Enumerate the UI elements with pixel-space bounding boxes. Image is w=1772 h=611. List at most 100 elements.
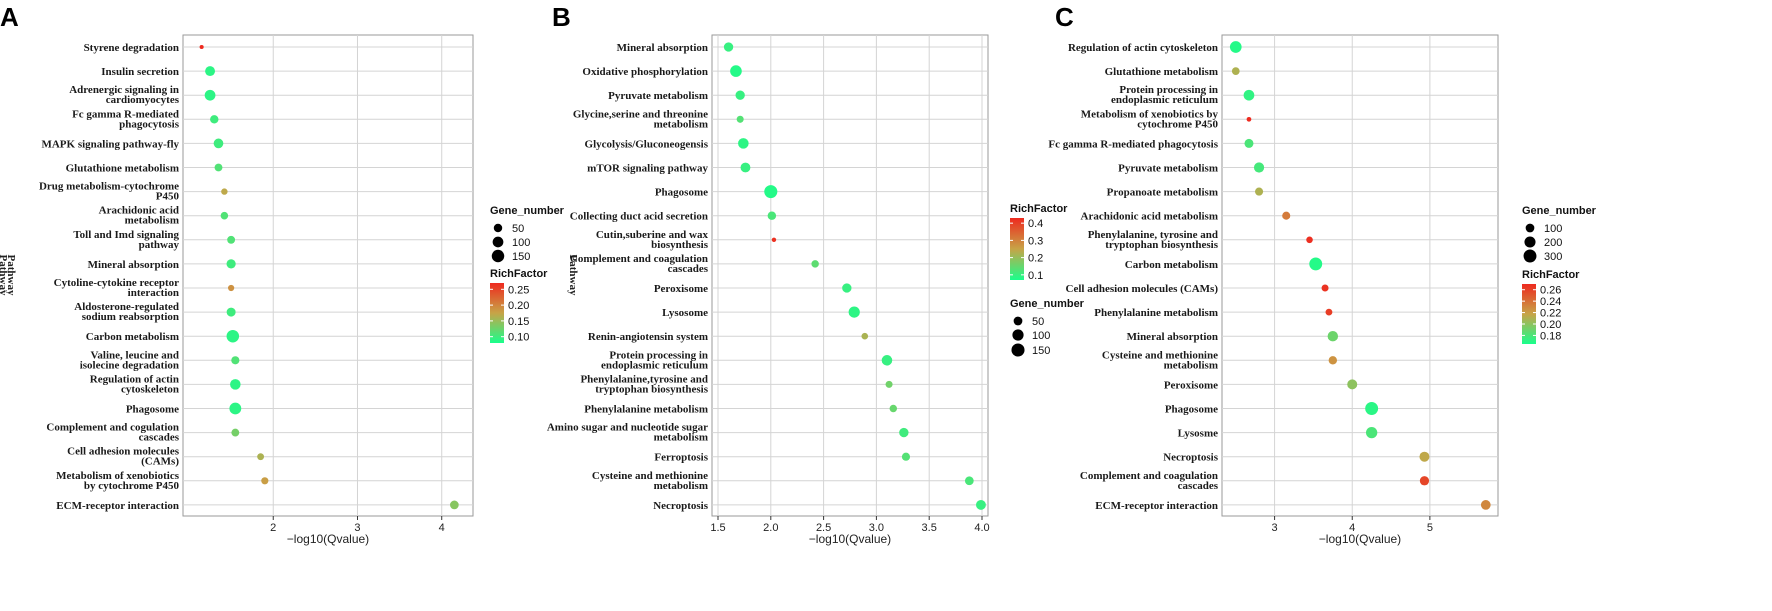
data-point [1231, 67, 1240, 75]
pathway-label: Arachidonic acid metabolism [99, 205, 179, 227]
x-axis-title: −log10(Qvalue) [1319, 532, 1401, 546]
colorbar [1010, 218, 1024, 280]
size-legend-swatch [1523, 249, 1537, 263]
data-point [1480, 500, 1491, 510]
pathway-label: Glutathione metabolism [1105, 66, 1218, 78]
x-tick-label: 2.0 [763, 522, 778, 534]
data-point [220, 211, 229, 220]
plot-area [182, 34, 474, 517]
data-point [261, 477, 269, 485]
data-point [231, 428, 240, 437]
pathway-label: Complement and coagulation cascades [1080, 470, 1219, 492]
colorbar [490, 283, 504, 343]
data-point [771, 237, 777, 243]
data-point [1229, 41, 1242, 53]
pathway-label: Cysteine and methionine metabolism [1102, 349, 1218, 371]
color-legend-label: 0.22 [1540, 308, 1561, 320]
color-legend-label: 0.24 [1540, 296, 1561, 308]
data-point [811, 260, 819, 268]
pathway-label: Necroptosis [653, 500, 709, 512]
color-legend-label: 0.18 [1540, 330, 1561, 342]
data-point [221, 188, 228, 195]
panel-b: B 1.5 2.0 2.5 3.0 3.5 4.0 −log10(Qvalue) Pathway… [547, 2, 1085, 546]
data-point [1255, 187, 1264, 196]
data-point [881, 355, 893, 366]
data-point [226, 329, 240, 343]
pathway-label: Regulation of actin cytoskeleton [90, 373, 179, 395]
pathway-label: Phenylalanine metabolism [584, 404, 708, 416]
pathway-label: MAPK signaling pathway-fly [41, 138, 179, 150]
pathway-label: Toll and Imd signaling pathway [73, 229, 179, 251]
pathway-label: ECM-receptor interaction [1095, 500, 1218, 512]
size-legend-swatch [1013, 316, 1023, 326]
data-point [723, 42, 734, 52]
pathway-label: Glycine,serine and threonine metabolism [573, 108, 708, 130]
pathway-label: Lysosome [662, 307, 708, 319]
pathway-label: Cytoline-cytokine receptor interaction [54, 277, 179, 299]
pathway-label: Propanoate metabolism [1107, 187, 1218, 199]
size-legend-swatch [1011, 343, 1025, 357]
color-legend-label: 0.10 [508, 332, 529, 344]
color-legend-title: RichFactor [490, 268, 548, 280]
pathway-label: Phenylalanine metabolism [1094, 307, 1218, 319]
pathway-label: Pyruvate metabolism [1118, 163, 1218, 175]
color-legend-title: RichFactor [1010, 203, 1068, 215]
pathway-label: Necroptosis [1163, 452, 1219, 464]
x-tick-label: 2.5 [816, 522, 831, 534]
size-legend-label: 300 [1544, 251, 1562, 263]
data-point [1244, 138, 1254, 148]
size-legend-label: 100 [1032, 330, 1050, 342]
pathway-label: Protein processing in endoplasmic reticul… [1111, 84, 1218, 106]
data-point [1306, 236, 1313, 244]
data-point [848, 306, 860, 318]
pathway-label: Carbon metabolism [1125, 259, 1218, 271]
size-legend-label: 100 [512, 237, 530, 249]
color-legend-label: 0.25 [508, 284, 529, 296]
pathway-label: Aldosterone-regulated sodium reabsorption [74, 301, 179, 323]
data-point [450, 500, 459, 510]
x-tick-label: 4 [439, 522, 445, 534]
pathway-label: Phagosome [126, 404, 179, 416]
data-point [226, 307, 236, 317]
data-point [899, 427, 909, 438]
pathway-label: Cell adhesion molecules (CAMs) [1066, 283, 1219, 295]
data-point [1366, 426, 1378, 439]
data-point [735, 90, 745, 100]
pathway-label: Valine, leucine and isolecine degradation [80, 349, 179, 371]
size-legend-label: 150 [512, 251, 530, 263]
size-legend-label: 50 [1032, 316, 1044, 328]
pathway-label: Phagosome [655, 187, 708, 199]
data-point [842, 283, 852, 293]
size-legend-title: Gene_number [1010, 298, 1085, 310]
data-point [210, 115, 219, 124]
data-point [257, 453, 265, 461]
color-legend-label: 0.26 [1540, 285, 1561, 297]
pathway-label: Carbon metabolism [86, 331, 179, 343]
pathway-label: Collecting duct acid secretion [570, 211, 708, 223]
data-point [1327, 330, 1339, 342]
pathway-label: Peroxisome [654, 283, 708, 295]
pathway-label: Metabolism of xenobiotics by cytochrome P… [1081, 108, 1219, 130]
size-legend-swatch [1012, 329, 1024, 341]
pathway-label: mTOR signaling pathway [587, 163, 708, 175]
x-tick-label: 3.5 [922, 522, 937, 534]
panel-c: C 3 4 5 −log10(Qvalue) Pathway Regulation of a… [0, 2, 1597, 546]
pathway-label: Insulin secretion [101, 66, 179, 78]
size-legend-swatch [493, 223, 503, 233]
x-tick-label: 5 [1427, 522, 1433, 534]
size-legend-label: 150 [1032, 345, 1050, 357]
x-tick-label: 4 [1349, 522, 1355, 534]
plot-area [1221, 34, 1499, 517]
pathway-label: Cell adhesion molecules (CAMs) [67, 446, 180, 468]
data-point [1253, 162, 1265, 173]
data-point [214, 163, 223, 172]
color-legend-label: 0.2 [1028, 253, 1043, 265]
size-legend-swatch [1525, 223, 1535, 233]
data-point [230, 379, 241, 390]
data-point [964, 476, 974, 486]
pathway-label: Ferroptosis [654, 452, 708, 464]
data-point [730, 65, 742, 77]
data-point [1365, 402, 1379, 415]
pathway-label: Protein processing in endoplasmic reticul… [601, 349, 708, 371]
